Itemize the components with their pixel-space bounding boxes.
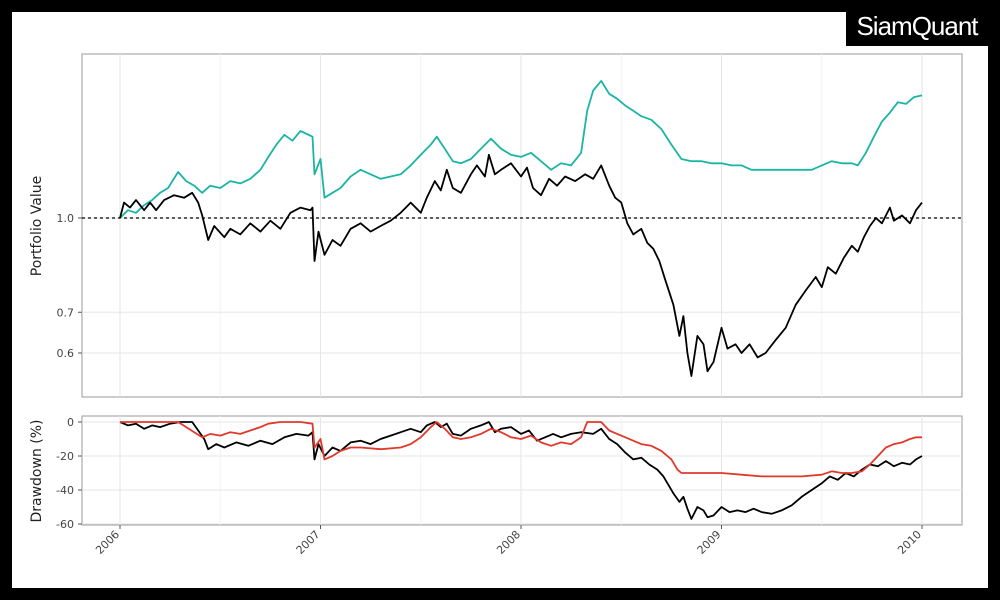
portfolio-value-plot-area [81,53,963,398]
drawdown-y-tick-label: -40 [56,484,74,497]
portfolio-value-y-tick-label: 0.7 [57,306,75,319]
drawdown-y-tick-label: 0 [67,416,74,429]
x-tick-label: 2009 [695,528,724,557]
x-tick-label: 2006 [93,528,122,557]
portfolio-value-y-tick-label: 1.0 [57,212,75,225]
drawdown-y-axis-label: Drawdown (%) [29,419,45,522]
portfolio-value-y-axis-label: Portfolio Value [29,176,45,277]
drawdown-y-axis: 0 -20 -40 -60 [56,416,82,531]
portfolio-drawdown-line [119,421,923,520]
portfolio-value-line [119,153,923,377]
drawdown-grid [82,416,962,525]
portfolio-value-series [82,80,962,377]
drawdown-y-tick-label: -20 [56,450,74,463]
drawdown-series [119,421,923,520]
brand-logo: SiamQuant [846,8,988,46]
benchmark-drawdown-line [120,421,922,478]
x-tick-label: 2007 [294,528,323,557]
drawdown-plot-area [81,415,963,526]
portfolio-value-panel: 0.6 0.7 1.0 Portfolio Value [29,53,963,398]
portfolio-value-y-tick-label: 0.6 [57,347,75,360]
benchmark-value-line [119,80,923,219]
x-tick-label: 2010 [895,528,924,557]
drawdown-x-axis: 2006 2007 2008 2009 2010 [93,525,924,557]
portfolio-value-y-axis: 0.6 0.7 1.0 [57,212,82,360]
drawdown-y-tick-label: -60 [56,518,74,531]
x-tick-label: 2008 [494,528,523,557]
drawdown-panel: 0 -20 -40 -60 2006 2007 2008 2009 2010 Drawdown… [29,415,963,557]
